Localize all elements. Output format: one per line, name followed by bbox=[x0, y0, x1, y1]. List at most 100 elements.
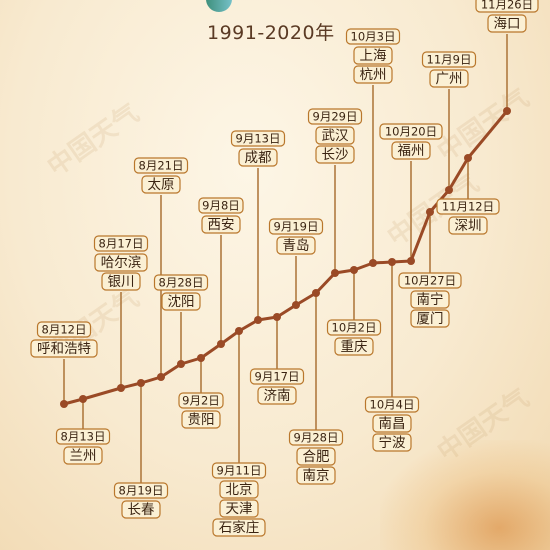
date-box-8 bbox=[211, 462, 267, 479]
city-label-0-0: 呼和浩特 bbox=[37, 341, 91, 357]
city-box-8-1 bbox=[219, 499, 259, 518]
date-box-0 bbox=[36, 321, 92, 338]
city-label-9-0: 成都 bbox=[245, 150, 272, 166]
city-box-20-0 bbox=[448, 216, 488, 235]
city-label-12-1: 南京 bbox=[303, 468, 330, 484]
date-label-17: 10月20日 bbox=[385, 125, 437, 139]
city-label-18-0: 南宁 bbox=[417, 291, 444, 308]
date-box-20 bbox=[436, 198, 500, 215]
city-label-2-0: 哈尔滨 bbox=[101, 255, 142, 271]
date-label-10: 9月17日 bbox=[255, 370, 300, 384]
date-label-3: 8月19日 bbox=[119, 484, 164, 498]
date-label-4: 8月21日 bbox=[139, 159, 184, 173]
date-box-7 bbox=[198, 197, 244, 214]
date-box-12 bbox=[288, 429, 344, 446]
date-box-1 bbox=[55, 428, 111, 445]
stems-group bbox=[63, 34, 508, 483]
city-label-16-1: 宁波 bbox=[379, 434, 406, 451]
date-box-14 bbox=[326, 319, 382, 336]
data-point-1 bbox=[79, 395, 87, 403]
city-box-12-1 bbox=[296, 466, 336, 485]
date-box-18 bbox=[398, 272, 462, 289]
date-label-13: 9月29日 bbox=[313, 110, 358, 124]
date-label-6: 9月2日 bbox=[182, 394, 220, 408]
data-point-4 bbox=[157, 373, 165, 381]
city-label-3-0: 长春 bbox=[128, 502, 155, 518]
city-box-6-0 bbox=[181, 410, 221, 429]
city-box-19-0 bbox=[429, 69, 469, 88]
date-box-17 bbox=[379, 123, 443, 140]
data-point-3 bbox=[137, 379, 145, 387]
city-box-16-1 bbox=[372, 433, 412, 452]
city-box-8-0 bbox=[219, 480, 259, 499]
date-label-8: 9月11日 bbox=[217, 464, 262, 478]
date-box-19 bbox=[421, 51, 477, 68]
city-label-5-0: 沈阳 bbox=[168, 294, 195, 310]
data-point-8 bbox=[235, 327, 243, 335]
data-point-13 bbox=[331, 269, 339, 277]
city-label-15-1: 杭州 bbox=[360, 67, 387, 83]
city-box-11-0 bbox=[276, 236, 316, 255]
city-label-7-0: 西安 bbox=[208, 217, 235, 233]
data-point-16 bbox=[388, 258, 396, 266]
date-box-21 bbox=[475, 0, 539, 13]
data-point-21 bbox=[503, 107, 511, 115]
city-label-12-0: 合肥 bbox=[303, 449, 330, 465]
data-point-6 bbox=[197, 354, 205, 362]
city-label-4-0: 太原 bbox=[148, 177, 175, 193]
date-label-2: 8月17日 bbox=[99, 237, 144, 251]
logo-icon bbox=[206, 0, 232, 12]
city-label-16-0: 南昌 bbox=[379, 416, 406, 432]
city-label-8-2: 石家庄 bbox=[219, 519, 260, 536]
data-point-19 bbox=[445, 186, 453, 194]
city-box-0-0 bbox=[30, 339, 98, 358]
city-box-7-0 bbox=[201, 215, 241, 234]
date-box-13 bbox=[307, 108, 363, 125]
city-box-18-0 bbox=[410, 290, 450, 309]
city-label-6-0: 贵阳 bbox=[188, 412, 215, 428]
date-box-4 bbox=[133, 157, 189, 174]
city-label-21-0: 海口 bbox=[494, 16, 521, 32]
date-box-6 bbox=[178, 392, 224, 409]
city-label-1-0: 兰州 bbox=[70, 448, 97, 464]
city-label-13-0: 武汉 bbox=[322, 128, 349, 144]
date-box-10 bbox=[249, 368, 305, 385]
date-label-20: 11月12日 bbox=[442, 200, 494, 214]
data-point-5 bbox=[177, 360, 185, 368]
city-label-2-1: 银川 bbox=[108, 274, 135, 290]
city-label-19-0: 广州 bbox=[436, 71, 463, 87]
data-point-7 bbox=[217, 340, 225, 348]
city-box-10-0 bbox=[257, 386, 297, 405]
date-box-3 bbox=[113, 482, 169, 499]
city-box-13-1 bbox=[315, 145, 355, 164]
city-box-3-0 bbox=[121, 500, 161, 519]
date-box-2 bbox=[93, 235, 149, 252]
city-label-17-0: 福州 bbox=[398, 143, 425, 159]
city-label-15-0: 上海 bbox=[360, 48, 387, 64]
city-label-14-0: 重庆 bbox=[341, 339, 368, 355]
city-box-18-1 bbox=[410, 309, 450, 328]
data-point-17 bbox=[407, 257, 415, 265]
city-label-8-0: 北京 bbox=[226, 482, 253, 498]
city-box-14-0 bbox=[334, 337, 374, 356]
data-point-11 bbox=[292, 301, 300, 309]
data-point-15 bbox=[369, 259, 377, 267]
date-label-15: 10月3日 bbox=[351, 30, 396, 44]
date-label-14: 10月2日 bbox=[332, 321, 377, 335]
date-label-18: 10月27日 bbox=[404, 274, 456, 288]
city-box-13-0 bbox=[315, 126, 355, 145]
corner-glow bbox=[380, 440, 550, 550]
